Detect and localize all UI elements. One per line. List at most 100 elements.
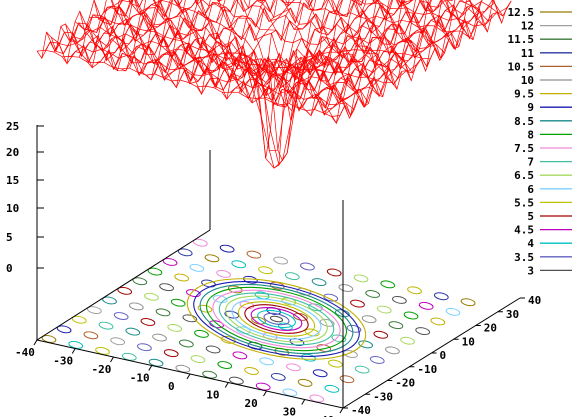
contour-cell bbox=[403, 311, 419, 320]
contour-cell bbox=[343, 350, 358, 358]
contour-cell bbox=[167, 323, 183, 332]
contour-cell bbox=[365, 290, 381, 298]
contour-cell bbox=[445, 307, 461, 316]
contour-cell bbox=[400, 336, 415, 345]
contour-cell bbox=[231, 260, 247, 269]
legend-label: 8 bbox=[527, 128, 534, 141]
contour-cell bbox=[217, 361, 233, 369]
contour-cell bbox=[204, 254, 220, 263]
x-tick bbox=[71, 348, 76, 354]
mesh-line bbox=[157, 0, 431, 166]
y-tick-label: -40 bbox=[351, 404, 371, 417]
y-tick-label: -20 bbox=[395, 377, 415, 390]
contour-ring bbox=[237, 301, 316, 337]
contour-cell bbox=[182, 314, 198, 323]
mesh-line bbox=[129, 0, 426, 169]
contour-ring bbox=[269, 315, 284, 323]
x-tick-label: -30 bbox=[53, 355, 73, 368]
contour-cell bbox=[178, 339, 194, 348]
x-tick bbox=[263, 390, 267, 397]
contour-cell bbox=[163, 349, 179, 358]
mesh-line bbox=[117, 0, 422, 151]
mesh-line bbox=[262, 0, 474, 40]
x-tick bbox=[224, 382, 229, 388]
contour-cell bbox=[373, 330, 389, 339]
contour-ring bbox=[212, 289, 341, 349]
contour-ring bbox=[193, 281, 360, 357]
x-tick bbox=[148, 365, 153, 371]
contour-ring bbox=[244, 304, 309, 334]
contour-cell bbox=[216, 269, 232, 278]
mesh-line bbox=[60, 26, 365, 107]
mesh-line bbox=[103, 5, 407, 79]
contour-cell bbox=[312, 369, 328, 378]
contour-ring bbox=[186, 278, 367, 360]
contour-cell bbox=[205, 345, 221, 354]
contour-cell bbox=[189, 263, 205, 272]
contour-ring bbox=[218, 292, 335, 346]
contour-cell bbox=[152, 333, 167, 342]
contour-cell bbox=[56, 325, 72, 334]
contour-cell bbox=[339, 375, 355, 384]
legend-label: 11.5 bbox=[508, 33, 535, 46]
z-tick-label: 5 bbox=[6, 231, 13, 244]
x-tick bbox=[339, 407, 344, 414]
legend-label: 12.5 bbox=[508, 6, 535, 19]
x-tick bbox=[33, 339, 38, 346]
mesh-line bbox=[372, 0, 493, 27]
legend-label: 11 bbox=[521, 47, 535, 60]
legend-label: 6.5 bbox=[514, 169, 534, 182]
contour-cell bbox=[311, 278, 327, 287]
contour-cell bbox=[430, 317, 446, 326]
contour-cell bbox=[350, 299, 365, 308]
legend-label: 10.5 bbox=[508, 60, 535, 73]
mesh-line bbox=[131, 0, 436, 112]
x-tick-label: 0 bbox=[168, 380, 175, 393]
legend-label: 12 bbox=[521, 20, 534, 33]
mesh-line bbox=[238, 0, 403, 100]
legend-label: 8.5 bbox=[514, 115, 534, 128]
y-tick-label: 30 bbox=[506, 308, 519, 321]
axes: 2520151050-40-30-20-10010203040-40-30-20… bbox=[6, 120, 541, 417]
contour-map bbox=[41, 238, 476, 403]
legend-label: 7 bbox=[527, 156, 534, 169]
contour-cell bbox=[219, 244, 235, 253]
contour-cell bbox=[300, 262, 315, 271]
contour-cell bbox=[192, 238, 208, 247]
contour-cell bbox=[140, 318, 156, 326]
legend-label: 9 bbox=[527, 101, 534, 114]
surface-mesh bbox=[36, 0, 512, 169]
contour-cell bbox=[273, 256, 289, 265]
contour-ring bbox=[257, 309, 296, 329]
mesh-line bbox=[202, 0, 445, 54]
x-tick-label: -40 bbox=[15, 346, 35, 359]
contour-cell bbox=[174, 273, 190, 282]
x-tick-label: 40 bbox=[321, 414, 334, 417]
contour-cell bbox=[110, 337, 126, 346]
mesh-line bbox=[41, 41, 346, 124]
z-tick-label: 25 bbox=[6, 120, 19, 133]
contour-cell bbox=[376, 305, 392, 314]
x-tick bbox=[301, 399, 306, 405]
contour-cell bbox=[331, 334, 347, 343]
contour-cell bbox=[177, 248, 193, 257]
contour-cell bbox=[258, 266, 273, 275]
contour-cell bbox=[418, 301, 434, 310]
y-tick-label: -10 bbox=[417, 363, 437, 376]
y-tick-label: 10 bbox=[462, 335, 475, 348]
legend-label: 3.5 bbox=[514, 251, 534, 264]
contour-cell bbox=[102, 296, 117, 305]
mesh-line bbox=[260, 0, 464, 51]
mesh-line bbox=[352, 0, 488, 33]
contour-cell bbox=[71, 315, 87, 324]
contour-cell bbox=[415, 327, 431, 336]
legend-label: 7.5 bbox=[514, 142, 534, 155]
contour-cell bbox=[433, 292, 449, 301]
legend-label: 9.5 bbox=[514, 88, 534, 101]
contour-ring bbox=[250, 307, 303, 331]
contour-cell bbox=[147, 267, 163, 276]
contour-cell bbox=[194, 329, 209, 338]
contour-cell bbox=[132, 277, 148, 286]
x-tick bbox=[186, 373, 191, 380]
